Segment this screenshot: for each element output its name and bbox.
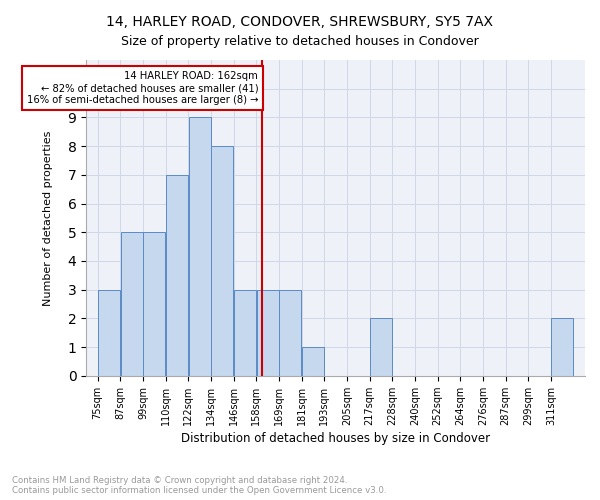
Bar (257, 290, 278, 376)
Bar (166, 175, 188, 376)
Text: Size of property relative to detached houses in Condover: Size of property relative to detached ho… (121, 35, 479, 48)
Bar (551, 318, 574, 376)
Text: Contains HM Land Registry data © Crown copyright and database right 2024.
Contai: Contains HM Land Registry data © Crown c… (12, 476, 386, 495)
Bar (279, 290, 301, 376)
Text: 14 HARLEY ROAD: 162sqm
← 82% of detached houses are smaller (41)
16% of semi-det: 14 HARLEY ROAD: 162sqm ← 82% of detached… (26, 72, 258, 104)
Bar (143, 232, 165, 376)
Bar (121, 232, 143, 376)
Bar (188, 118, 211, 376)
Y-axis label: Number of detached properties: Number of detached properties (43, 130, 53, 306)
Bar (211, 146, 233, 376)
Bar (370, 318, 392, 376)
X-axis label: Distribution of detached houses by size in Condover: Distribution of detached houses by size … (181, 432, 490, 445)
Bar (302, 347, 324, 376)
Bar (98, 290, 120, 376)
Text: 14, HARLEY ROAD, CONDOVER, SHREWSBURY, SY5 7AX: 14, HARLEY ROAD, CONDOVER, SHREWSBURY, S… (107, 15, 493, 29)
Bar (234, 290, 256, 376)
